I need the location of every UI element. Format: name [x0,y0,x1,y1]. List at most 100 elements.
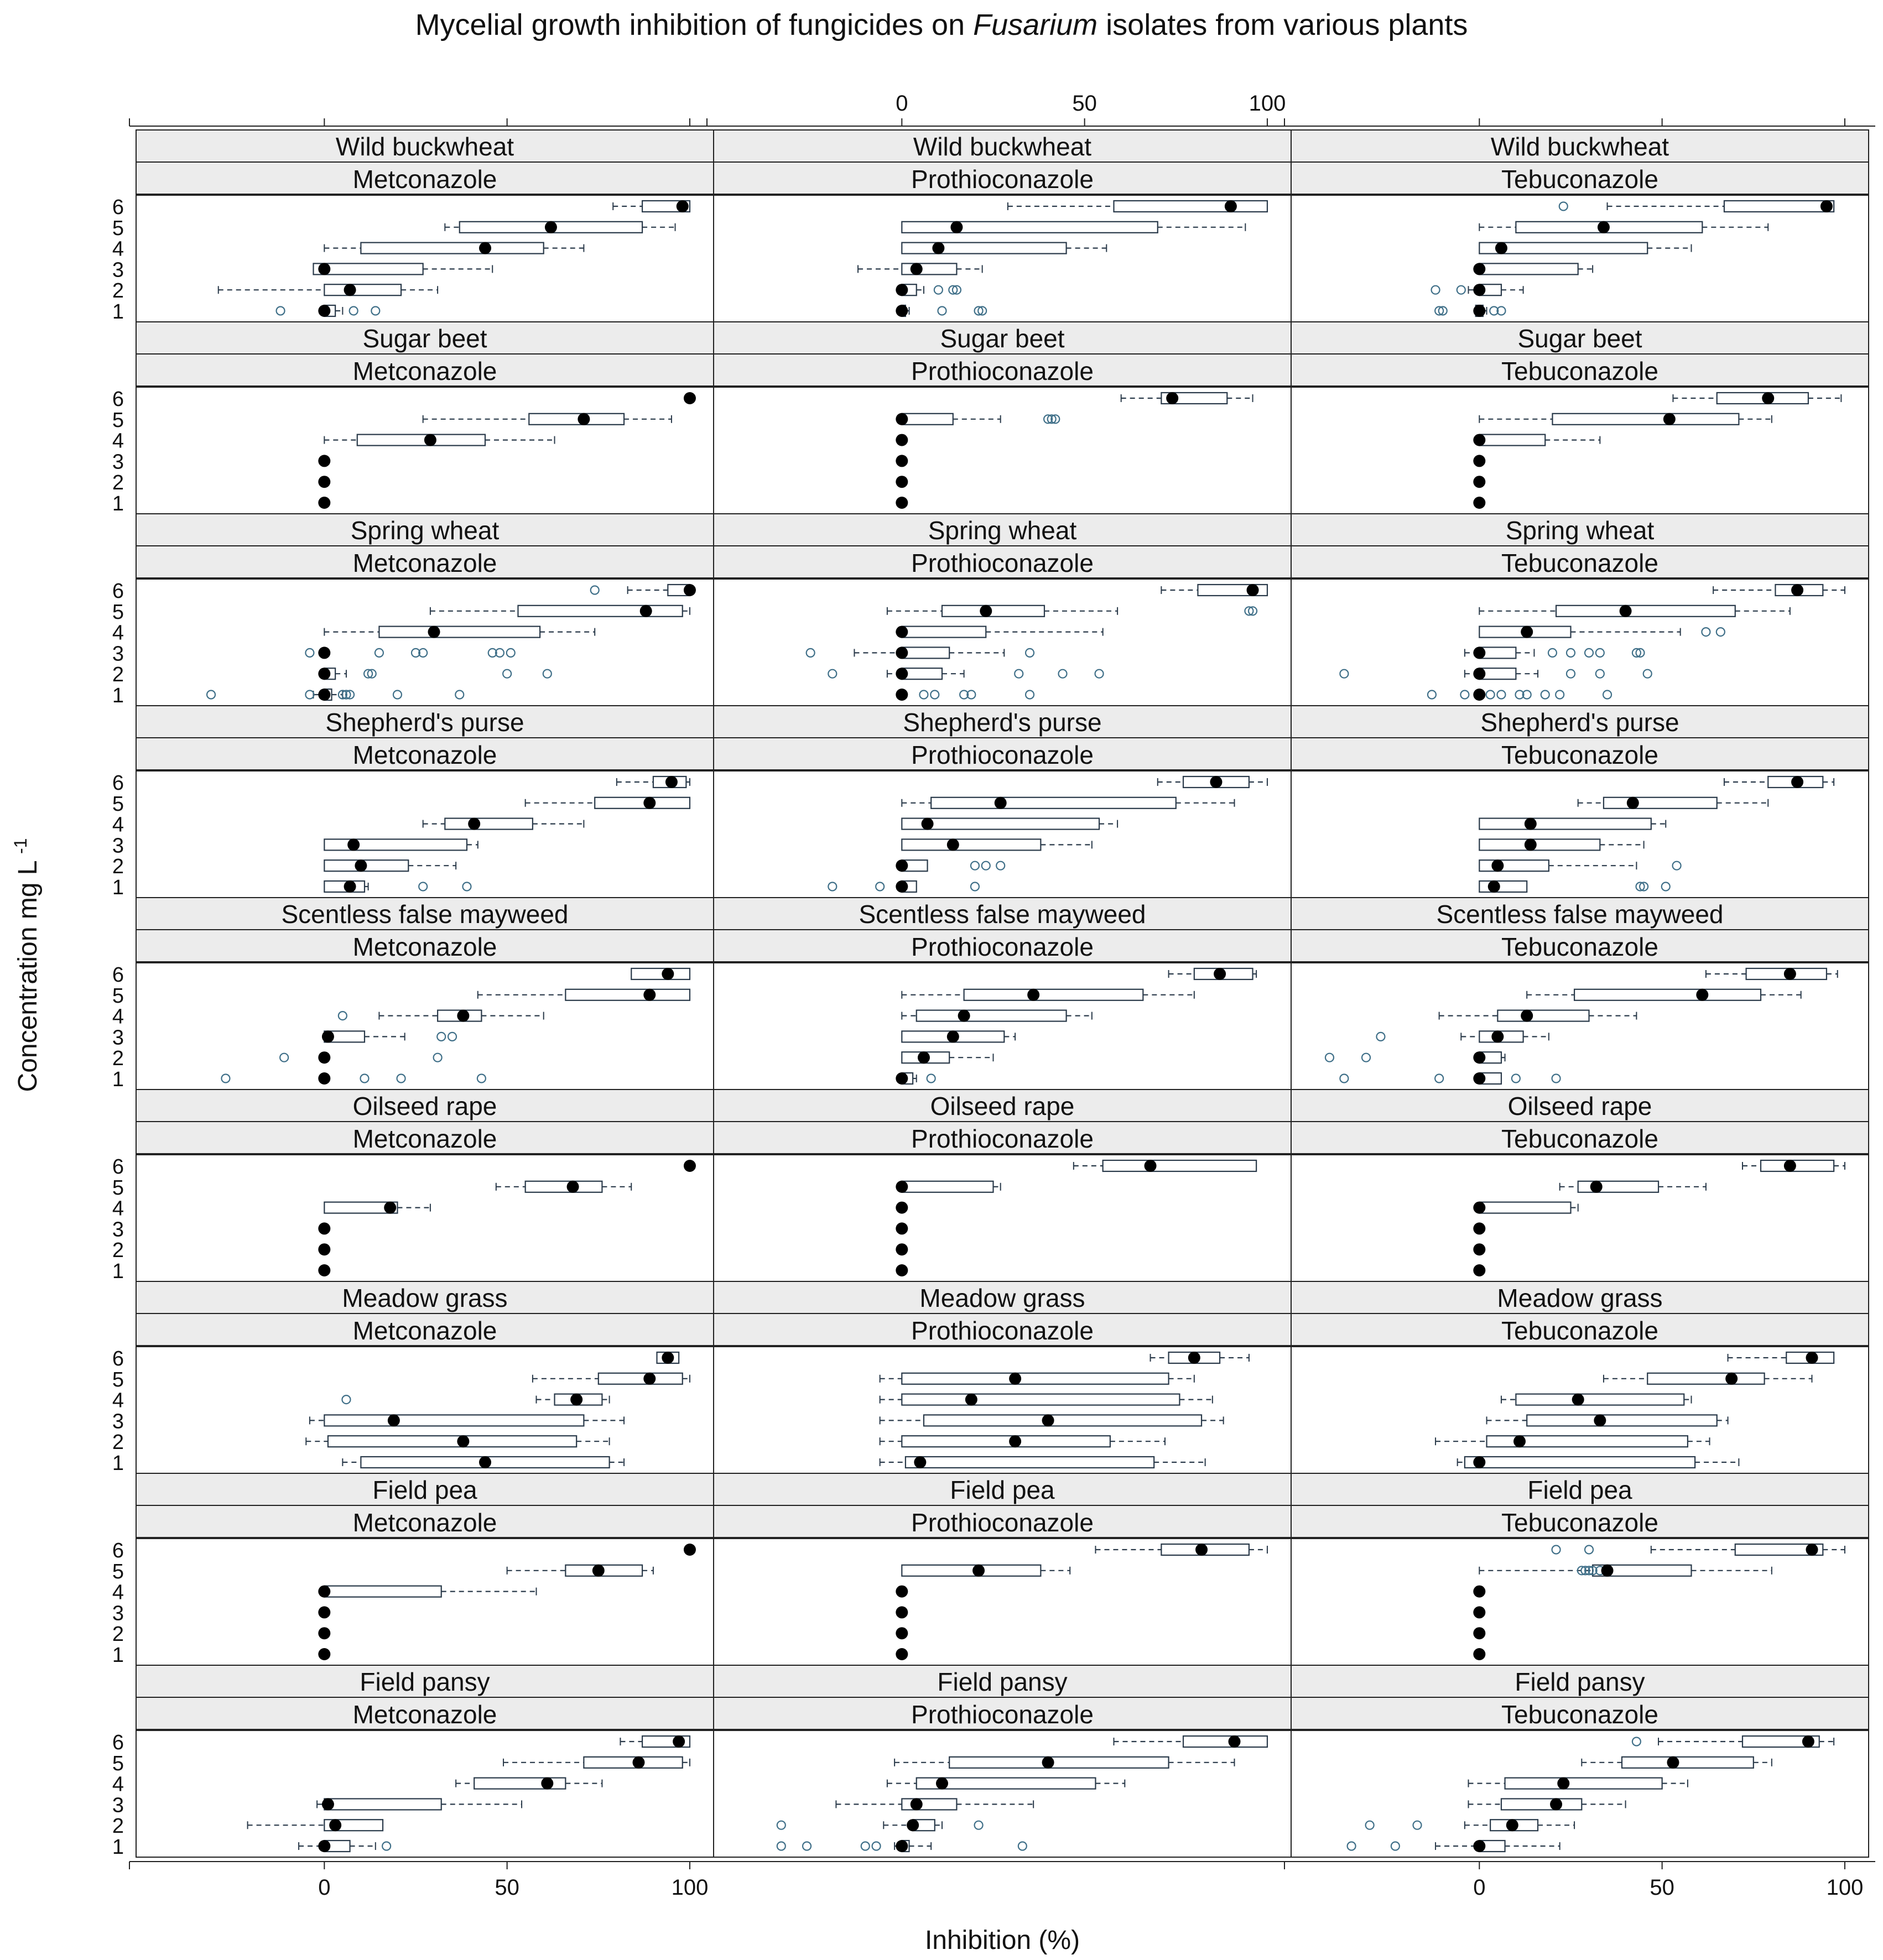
box-3 [318,1606,331,1619]
box-3 [1473,455,1486,467]
outlier-point [1489,306,1499,316]
outlier-point [828,882,838,892]
box-2 [896,476,908,488]
box-4 [1479,625,1725,638]
strip-fungicide [713,1697,1292,1730]
median-dot [479,1456,492,1468]
iqr-box [313,263,424,275]
outlier-point [1047,414,1057,424]
box-1 [828,880,980,893]
box-6 [1007,200,1268,213]
median-dot [1473,668,1486,680]
iqr-box [916,1009,1067,1022]
chart-title-italic: Fusarium [973,8,1098,41]
median-dot [896,647,908,659]
median-dot [1590,1180,1603,1193]
box-3 [1468,1798,1626,1811]
iqr-box [1760,1159,1835,1172]
y-tick-label: 1 [112,1068,124,1091]
outlier-point [959,690,969,700]
iqr-box [923,1414,1203,1427]
outlier-point [871,1841,881,1851]
median-dot [318,1072,331,1085]
iqr-box [916,1777,1096,1790]
box-5 [444,221,676,233]
median-dot [946,838,959,851]
y-tick-label: 6 [112,580,124,603]
median-dot [1473,434,1486,446]
outlier-point [933,285,943,295]
outlier-point [455,690,465,700]
outlier-point [1427,690,1437,700]
y-tick-label: 1 [112,1644,124,1667]
outlier-point [337,690,347,700]
box-5 [1526,988,1802,1001]
median-dot [896,305,908,317]
chart-title-prefix: Mycelial growth inhibition of fungicides… [415,8,974,41]
iqr-box [1102,1159,1257,1172]
strip-plant [136,1281,714,1314]
iqr-box [901,1180,994,1193]
box-2 [279,1051,443,1064]
median-dot [1806,1352,1818,1364]
strip-plant [713,321,1292,355]
box-2 [1365,1819,1575,1832]
y-tick-label: 4 [112,814,124,837]
iqr-box [1504,1777,1663,1790]
strip-fungicide [1291,353,1869,387]
median-dot [1506,1819,1518,1832]
strip-fungicide-label: Metconazole [353,165,497,194]
iqr-box [1479,880,1528,893]
strip-fungicide-label: Prothioconazole [911,1700,1094,1729]
box-6 [1113,1735,1268,1748]
box-4 [901,1009,1093,1022]
iqr-box [1526,1414,1718,1427]
median-dot [387,1414,400,1427]
median-dot [479,242,492,254]
box-1 [896,497,908,509]
strip-plant-label: Wild buckwheat [913,132,1091,161]
median-dot [457,1009,470,1022]
median-dot [896,668,908,680]
outlier-point [1715,627,1725,637]
outlier-point [1580,1566,1590,1576]
y-tick-label: 5 [112,409,124,432]
strip-plant-label: Wild buckwheat [1491,132,1669,161]
strip-plant-label: Shepherd's purse [903,708,1101,737]
y-tick-label: 4 [112,1773,124,1796]
median-dot [1042,1414,1054,1427]
box-4 [318,1585,537,1598]
median-dot [570,1393,583,1406]
panel-frame [1291,1346,1869,1474]
box-3 [896,1606,908,1619]
iqr-box [324,838,468,851]
outlier-point [433,1052,443,1062]
y-tick-label: 4 [112,430,124,453]
strip-plant-label: Sugar beet [940,324,1064,353]
y-tick-label: 5 [112,1560,124,1583]
iqr-box [324,284,402,296]
outlier-point [1631,648,1641,658]
panel-frame [136,1538,714,1666]
outlier-point [1024,648,1035,658]
y-tick-label: 3 [112,1410,124,1433]
y-tick-label: 3 [112,642,124,665]
y-tick-label: 6 [112,963,124,987]
bottom-axis-tick-label: 50 [1650,1875,1674,1900]
box-5 [886,604,1258,617]
strip-plant [1291,705,1869,738]
y-tick-label: 3 [112,258,124,282]
outlier-point [476,1073,487,1083]
box-6 [1741,1159,1845,1172]
y-tick-label: 5 [112,1752,124,1775]
iqr-box [901,221,1158,233]
median-dot [384,1201,397,1214]
strip-fungicide [713,1121,1292,1154]
y-tick-label: 5 [112,217,124,240]
strip-fungicide [136,545,714,578]
iqr-box [1161,392,1228,405]
box-1 [896,1264,908,1276]
median-dot [632,1756,645,1769]
outlier-point [1602,690,1612,700]
median-dot [1667,1756,1679,1769]
